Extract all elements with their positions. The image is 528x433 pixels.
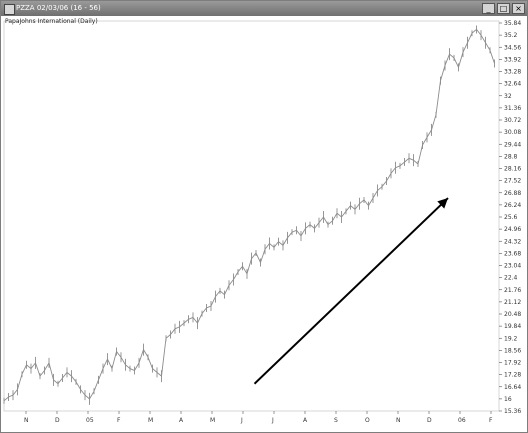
y-tick-label: 33.28	[504, 69, 521, 76]
y-tick-label: 31.36	[504, 105, 521, 112]
y-tick-label: 26.24	[504, 202, 521, 209]
y-tick-label: 21.12	[504, 299, 521, 306]
x-tick-label: M	[210, 417, 215, 424]
x-tick-label: F	[117, 417, 121, 424]
y-tick-label: 22.4	[504, 275, 518, 282]
y-tick-label: 16	[504, 396, 512, 403]
x-tick-label: J	[240, 417, 243, 424]
y-tick-label: 28.8	[504, 153, 518, 160]
y-tick-label: 20.48	[504, 311, 521, 318]
x-tick-label: M	[148, 417, 153, 424]
price-series-line	[3, 28, 495, 402]
trend-arrow-line	[253, 197, 449, 385]
y-tick-label: 19.84	[504, 323, 521, 330]
x-tick-label: D	[427, 417, 432, 424]
window-title: PZZA 02/03/06 (16 - 56)	[16, 4, 101, 12]
y-tick-label: 32	[504, 93, 512, 100]
y-tick-label: 24.32	[504, 238, 521, 245]
chart-area[interactable]: 35.84 35.2 34.56 33.92 33.28 32.64 32 31.36 30.7…	[2, 17, 526, 431]
y-tick-label: 26.88	[504, 190, 521, 197]
y-tick-label: 15.36	[504, 408, 521, 415]
y-tick-label: 27.52	[504, 178, 521, 185]
x-tick-label: N	[396, 417, 401, 424]
y-tick-label: 28.16	[504, 166, 521, 173]
y-tick-label: 25.6	[504, 214, 518, 221]
x-tick-label: O	[365, 417, 370, 424]
x-tick-label: 06	[458, 417, 466, 424]
x-tick-label: S	[334, 417, 338, 424]
title-bar[interactable]: PZZA 02/03/06 (16 - 56) _ □ ×	[1, 1, 527, 16]
y-tick-label: 23.68	[504, 250, 521, 257]
y-tick-label: 29.44	[504, 141, 521, 148]
y-tick-label: 35.2	[504, 32, 518, 39]
y-tick-label: 33.92	[504, 56, 521, 63]
y-tick-label: 30.08	[504, 129, 521, 136]
minimize-button[interactable]: _	[482, 3, 495, 14]
x-tick-label: A	[179, 417, 184, 424]
y-tick-label: 19.2	[504, 335, 518, 342]
maximize-button[interactable]: □	[497, 3, 510, 14]
y-tick-label: 18.56	[504, 347, 521, 354]
x-tick-label: J	[271, 417, 274, 424]
y-tick-label: 34.56	[504, 44, 521, 51]
trend-arrow-head	[437, 198, 448, 209]
y-tick-label: 21.76	[504, 287, 521, 294]
chart-title: PapaJohns International (Daily)	[5, 18, 98, 25]
close-button[interactable]: ×	[512, 3, 525, 14]
x-tick-label: N	[24, 417, 29, 424]
y-tick-label: 30.72	[504, 117, 521, 124]
app-icon	[4, 4, 15, 15]
price-chart-svg[interactable]: 35.84 35.2 34.56 33.92 33.28 32.64 32 31.36 30.7…	[2, 17, 526, 431]
x-tick-label: 05	[86, 417, 94, 424]
y-tick-label: 17.92	[504, 360, 521, 367]
y-tick-label: 35.84	[504, 20, 521, 27]
y-tick-label: 16.64	[504, 384, 521, 391]
plot-frame	[3, 20, 500, 412]
y-tick-label: 32.64	[504, 81, 521, 88]
x-tick-label: D	[55, 417, 60, 424]
window-controls: _ □ ×	[482, 3, 525, 14]
x-tick-label: F	[489, 417, 493, 424]
y-tick-label: 23.04	[504, 263, 521, 270]
y-tick-label: 17.28	[504, 372, 521, 379]
x-tick-label: A	[303, 417, 308, 424]
y-tick-label: 24.96	[504, 226, 521, 233]
